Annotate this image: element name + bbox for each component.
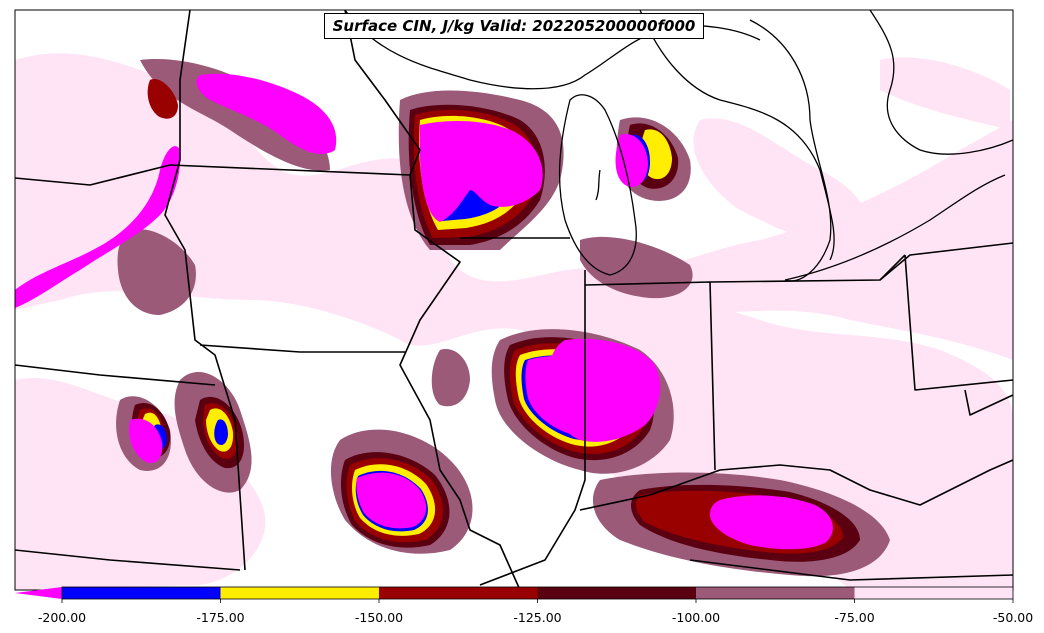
colorbar-tick-label: -150.00 [354, 610, 404, 625]
colorbar [15, 586, 1014, 603]
colorbar-outline [61, 586, 1014, 600]
colorbar-tick-label: -175.00 [196, 610, 245, 625]
colorbar-bin-1 [220, 587, 379, 599]
colorbar-tick-label: -200.00 [37, 610, 87, 625]
colorbar-bin-5 [854, 587, 1013, 599]
colorbar-tick-label: -100.00 [671, 610, 721, 625]
colorbar-bin-4 [696, 587, 855, 599]
cin-band-light [15, 53, 1013, 590]
colorbar-bin-2 [379, 587, 538, 599]
cin-band-magenta [15, 73, 833, 550]
colorbar-tick-label: -50.00 [992, 610, 1034, 625]
cin-fill-layer [15, 53, 1013, 590]
colorbar-extend-arrow [15, 587, 62, 599]
colorbar-bin-3 [537, 587, 696, 599]
colorbar-tick-label: -75.00 [834, 610, 875, 625]
map-title: Surface CIN, J/kg Valid: 202205200000f00… [324, 13, 704, 39]
colorbar-tick-label: -125.00 [513, 610, 562, 625]
colorbar-bin-0 [62, 587, 221, 599]
